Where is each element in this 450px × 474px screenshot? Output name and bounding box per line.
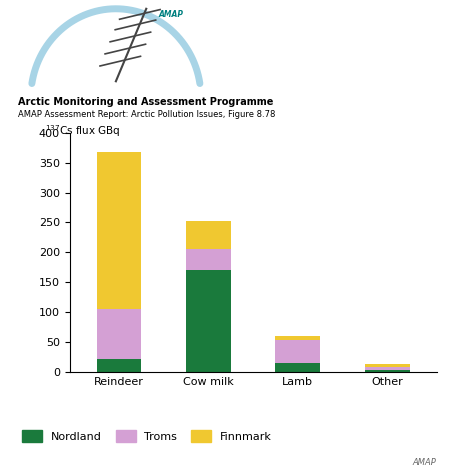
Bar	[97, 309, 141, 359]
Bar	[186, 270, 231, 372]
Bar	[275, 336, 320, 340]
Text: AMAP: AMAP	[158, 10, 184, 19]
Bar	[97, 153, 141, 309]
Bar	[365, 365, 410, 367]
Bar	[365, 370, 410, 372]
Bar	[275, 363, 320, 372]
Bar	[186, 249, 231, 270]
Text: Arctic Monitoring and Assessment Programme: Arctic Monitoring and Assessment Program…	[18, 97, 274, 107]
Bar	[275, 340, 320, 363]
Text: AMAP Assessment Report: Arctic Pollution Issues, Figure 8.78: AMAP Assessment Report: Arctic Pollution…	[18, 110, 275, 119]
Legend: Nordland, Troms, Finnmark: Nordland, Troms, Finnmark	[18, 425, 276, 447]
Bar	[365, 367, 410, 370]
Text: AMAP: AMAP	[413, 458, 436, 467]
Bar	[186, 221, 231, 249]
Text: $^{137}$Cs flux GBq: $^{137}$Cs flux GBq	[45, 123, 121, 139]
Bar	[97, 359, 141, 372]
